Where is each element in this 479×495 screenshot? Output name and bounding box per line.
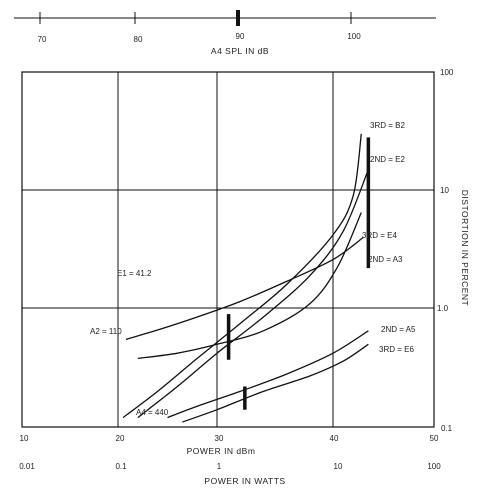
x2-tick-0-1: 0.1	[115, 462, 127, 471]
x-tick-30: 30	[215, 434, 224, 443]
y-tick-0-1: 0.1	[441, 424, 453, 433]
top-tick-label-80: 80	[134, 35, 143, 44]
x-tick-10: 10	[20, 434, 29, 443]
series-label-2nd-e2: 2ND = E2	[370, 155, 405, 164]
x2-tick-0-01: 0.01	[19, 462, 35, 471]
plot-frame	[21, 71, 435, 428]
top-spl-axis: 70 80 90 100 A4 SPL IN dB	[14, 10, 436, 56]
series-label-2nd-a5: 2ND = A5	[381, 325, 416, 334]
bottom-axes: 10 20 30 40 50 POWER IN dBm 0.01 0.1 1 1…	[19, 434, 441, 486]
top-axis-title: A4 SPL IN dB	[211, 46, 269, 56]
annotation-a2: A2 = 110	[90, 327, 122, 336]
top-tick-label-100: 100	[347, 32, 361, 41]
y-tick-1: 1.0	[437, 304, 449, 313]
markers	[226, 137, 371, 410]
top-tick-label-90: 90	[236, 32, 245, 41]
x-tick-50: 50	[430, 434, 439, 443]
series-line-3	[125, 236, 364, 341]
x-axis-title: POWER IN dBm	[187, 446, 256, 456]
y-axis-title: DISTORTION IN PERCENT	[460, 190, 470, 306]
top-tick-label-70: 70	[38, 35, 47, 44]
plot-grid	[21, 71, 435, 428]
x2-tick-10: 10	[334, 462, 343, 471]
series-label-3rd-e6: 3RD = E6	[379, 345, 414, 354]
x-tick-40: 40	[330, 434, 339, 443]
y-tick-10: 10	[440, 186, 449, 195]
annotation-e1: E1 = 41.2	[117, 269, 152, 278]
right-axis: 100 10 1.0 0.1 DISTORTION IN PERCENT	[437, 68, 470, 433]
x2-axis-title: POWER IN WATTS	[204, 476, 285, 486]
series-line-2	[137, 212, 362, 360]
annotation-a4: A4 = 440	[136, 408, 169, 417]
y-tick-100: 100	[440, 68, 454, 77]
x2-tick-1: 1	[217, 462, 222, 471]
curves	[122, 133, 369, 423]
x2-tick-100: 100	[427, 462, 441, 471]
series-line-4	[167, 330, 369, 419]
series-line-5	[182, 343, 369, 423]
series-line-0	[122, 133, 362, 419]
series-label-3rd-e4: 3RD = E4	[362, 231, 397, 240]
x-tick-20: 20	[116, 434, 125, 443]
series-line-1	[137, 169, 369, 419]
series-labels: 3RD = B2 2ND = E2 3RD = E4 2ND = A3 2ND …	[362, 121, 416, 354]
series-label-3rd-b2: 3RD = B2	[370, 121, 405, 130]
annotations: E1 = 41.2 A2 = 110 A4 = 440	[90, 269, 169, 417]
series-label-2nd-a3: 2ND = A3	[368, 255, 403, 264]
